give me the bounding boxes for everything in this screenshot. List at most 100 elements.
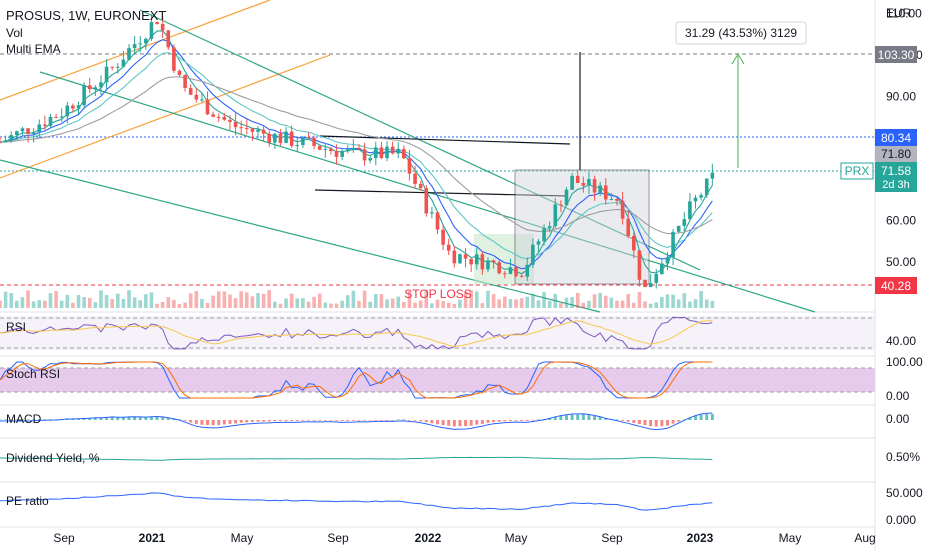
- candle-body: [87, 85, 92, 90]
- macd-histogram-bar: [189, 420, 193, 423]
- macd-histogram-bar: [570, 414, 574, 420]
- volume-bar: [132, 297, 137, 308]
- volume-bar: [3, 291, 8, 308]
- candle-body: [54, 116, 58, 118]
- volume-bar: [508, 299, 513, 308]
- candle-body: [508, 267, 513, 274]
- candle-body: [491, 260, 496, 263]
- candle-body: [166, 30, 171, 48]
- macd-histogram-bar: [37, 419, 41, 420]
- volume-bar: [575, 292, 580, 308]
- volume-bar: [222, 291, 227, 308]
- time-tick-label: Aug: [854, 531, 875, 545]
- macd-histogram-bar: [200, 420, 204, 425]
- candle-body: [183, 75, 187, 89]
- candle-body: [278, 133, 283, 143]
- volume-bar: [65, 294, 70, 308]
- macd-histogram-bar: [312, 420, 316, 421]
- candle-body: [149, 22, 154, 39]
- macd-histogram-bar: [329, 420, 333, 421]
- volume-bar: [87, 297, 92, 308]
- candle-body: [699, 195, 703, 198]
- dividend-line: [0, 456, 713, 461]
- volume-bar: [188, 293, 193, 308]
- volume-bars: [0, 290, 715, 308]
- candle-body: [402, 148, 406, 159]
- candle-body: [446, 244, 451, 251]
- candle-body: [441, 229, 445, 245]
- pe-tick-top: 50.000: [886, 486, 923, 500]
- candle-body: [200, 99, 204, 101]
- macd-histogram-bar: [565, 415, 569, 420]
- volume-bar: [289, 293, 294, 308]
- candle-body: [632, 235, 636, 251]
- macd-histogram-bar: [32, 419, 36, 420]
- time-tick-label: May: [779, 531, 802, 545]
- volume-bar: [76, 294, 81, 308]
- candle-body: [295, 145, 300, 147]
- volume-bar: [379, 294, 384, 308]
- volume-bar: [31, 301, 36, 308]
- volume-bar: [581, 302, 586, 308]
- green-channel-lower: [0, 159, 601, 313]
- macd-histogram-bar: [430, 420, 434, 424]
- volume-bar: [110, 298, 114, 308]
- candle-body: [486, 260, 490, 270]
- macd-histogram-bar: [267, 420, 271, 422]
- candle-body: [615, 198, 619, 201]
- candle-body: [648, 282, 653, 288]
- target-arrow-head: [731, 53, 745, 65]
- volume-bar: [194, 290, 199, 308]
- tag-last-bg: [875, 162, 917, 192]
- volume-bar: [536, 300, 541, 308]
- macd-histogram-bar: [452, 420, 456, 427]
- macd-histogram-bar: [665, 420, 669, 426]
- macd-histogram-bar: [632, 420, 636, 423]
- candle-body: [660, 263, 664, 275]
- candle-body: [177, 70, 182, 76]
- dividend-label: Dividend Yield, %: [6, 451, 100, 465]
- candle-body: [233, 121, 238, 128]
- volume-bar: [620, 300, 625, 308]
- candle-body: [452, 250, 457, 264]
- volume-bar: [469, 290, 473, 308]
- time-tick-label: 2022: [415, 531, 442, 545]
- volume-bar: [160, 301, 165, 308]
- stop-loss-label: STOP LOSS: [404, 287, 472, 301]
- volume-bar: [603, 295, 608, 308]
- macd-histogram-bar: [20, 419, 24, 420]
- volume-bar: [43, 300, 47, 308]
- volume-bar: [514, 299, 518, 308]
- candle-body: [155, 22, 159, 24]
- tag-stop: 40.28: [881, 279, 911, 293]
- candle-body: [682, 219, 687, 226]
- macd-histogram-bar: [351, 420, 355, 421]
- candle-body: [127, 48, 131, 60]
- macd-histogram-bar: [127, 416, 131, 420]
- candle-body: [519, 275, 524, 277]
- macd-histogram-bar: [9, 419, 13, 420]
- volume-bar: [0, 300, 2, 308]
- candle-body: [474, 254, 479, 265]
- candle-body: [104, 66, 109, 83]
- volume-bar: [710, 301, 715, 308]
- macd-histogram-bar: [99, 417, 103, 420]
- candle-body: [598, 185, 602, 193]
- rsi-tick: 40.00: [886, 334, 916, 348]
- volume-bar: [256, 293, 260, 308]
- macd-histogram-bar: [559, 415, 563, 420]
- macd-histogram-bar: [234, 420, 238, 424]
- candle-body: [368, 158, 372, 161]
- volume-bar: [486, 290, 490, 308]
- volume-bar: [278, 303, 283, 308]
- dividend-tick: 0.50%: [886, 450, 920, 464]
- time-tick-label: 2023: [687, 531, 714, 545]
- volume-bar: [598, 292, 602, 308]
- macd-histogram-bar: [531, 420, 535, 421]
- candle-body: [385, 146, 389, 159]
- candle-body: [654, 274, 659, 283]
- candle-body: [525, 264, 530, 277]
- candle-body: [250, 128, 255, 132]
- macd-histogram-bar: [699, 414, 703, 420]
